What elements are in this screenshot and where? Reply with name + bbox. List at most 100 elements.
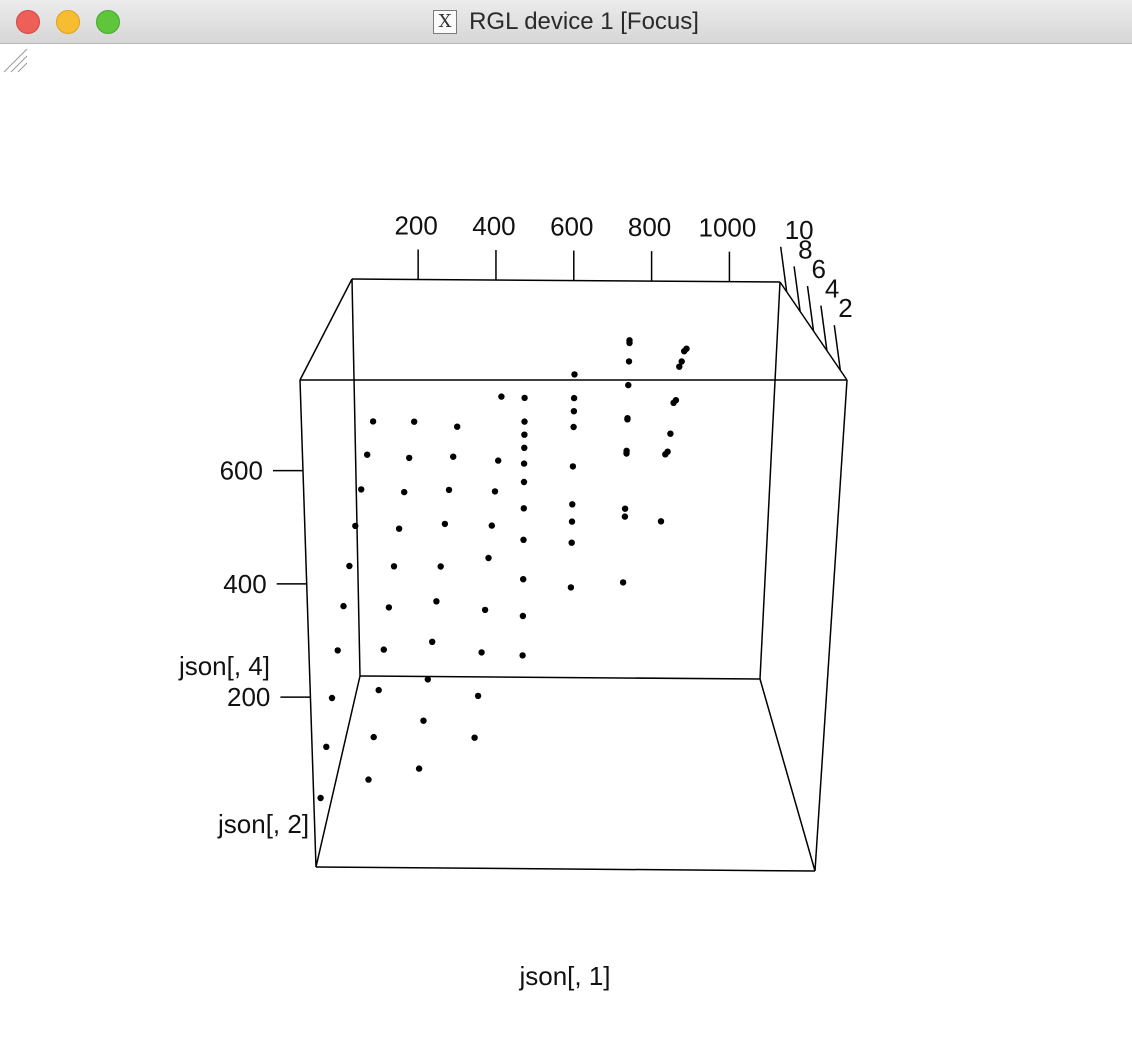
data-point bbox=[519, 612, 527, 620]
x11-app-icon: X bbox=[433, 10, 458, 34]
data-point bbox=[568, 518, 576, 525]
data-point bbox=[454, 423, 461, 430]
data-point bbox=[625, 358, 633, 365]
data-point bbox=[380, 646, 387, 653]
window-title: RGL device 1 [Focus] bbox=[469, 8, 699, 35]
minimize-button[interactable] bbox=[56, 10, 80, 34]
resize-grip-icon[interactable] bbox=[0, 45, 28, 73]
data-point bbox=[364, 451, 371, 458]
y-tick-label: 400 bbox=[223, 569, 266, 599]
z-axis-title: json[, 2] bbox=[217, 809, 309, 839]
data-point bbox=[621, 513, 629, 520]
data-point bbox=[570, 423, 577, 431]
data-point bbox=[519, 652, 526, 659]
data-point bbox=[406, 454, 413, 462]
data-point bbox=[352, 522, 359, 530]
data-point bbox=[375, 686, 382, 694]
data-point bbox=[369, 418, 377, 425]
data-point bbox=[450, 453, 457, 460]
close-button[interactable] bbox=[16, 10, 40, 34]
x-tick-label: 200 bbox=[394, 210, 437, 240]
data-point bbox=[619, 579, 627, 586]
data-point bbox=[370, 733, 377, 741]
data-point bbox=[491, 488, 499, 495]
data-point bbox=[623, 447, 630, 454]
box-edge bbox=[299, 278, 353, 381]
data-point bbox=[664, 448, 671, 455]
data-point bbox=[420, 717, 427, 724]
box-edge bbox=[351, 278, 361, 677]
data-point bbox=[571, 371, 578, 378]
data-point bbox=[441, 520, 449, 528]
data-point bbox=[621, 505, 629, 512]
z-tick-label: 8 bbox=[798, 234, 812, 264]
zoom-button[interactable] bbox=[96, 10, 120, 34]
box-edge bbox=[315, 675, 361, 868]
box-edge bbox=[315, 866, 816, 872]
box-edge bbox=[759, 678, 816, 872]
data-points bbox=[317, 337, 690, 802]
data-point bbox=[474, 692, 482, 700]
z-axis-tick bbox=[820, 305, 828, 351]
data-point bbox=[415, 765, 423, 772]
data-point bbox=[521, 431, 528, 438]
data-point bbox=[521, 418, 528, 425]
data-point bbox=[521, 444, 528, 451]
data-point bbox=[568, 539, 575, 546]
bounding-box bbox=[299, 278, 848, 872]
data-point bbox=[569, 463, 577, 470]
y-axis-title: json[, 4] bbox=[178, 651, 270, 681]
data-point bbox=[433, 598, 440, 605]
data-point bbox=[678, 358, 685, 365]
data-point bbox=[358, 486, 365, 493]
data-point bbox=[672, 397, 680, 404]
data-point bbox=[334, 647, 341, 654]
data-point bbox=[411, 418, 418, 425]
data-point bbox=[567, 584, 575, 591]
data-point bbox=[625, 381, 632, 389]
z-tick-label: 6 bbox=[812, 254, 826, 284]
x-axis-title: json[, 1] bbox=[518, 961, 610, 991]
data-point bbox=[401, 488, 408, 496]
z-axis-tick bbox=[833, 325, 842, 371]
data-point bbox=[346, 562, 353, 570]
data-point bbox=[488, 522, 495, 529]
z-axis-tick bbox=[793, 266, 801, 312]
data-point bbox=[385, 604, 393, 611]
data-point bbox=[471, 734, 478, 741]
data-point bbox=[520, 460, 528, 467]
data-point bbox=[424, 676, 431, 683]
x11-icon-glyph: X bbox=[438, 11, 452, 32]
data-point bbox=[520, 536, 527, 543]
data-point bbox=[521, 394, 528, 402]
data-point bbox=[390, 563, 398, 570]
y-tick-label: 600 bbox=[220, 456, 263, 486]
data-point bbox=[478, 649, 485, 656]
z-tick-label: 10 bbox=[785, 215, 814, 245]
rgl-canvas[interactable]: 200 400 600 800 1000 200 400 600 2 4 6 8 10 json[, 1… bbox=[0, 45, 1132, 1062]
data-point bbox=[657, 518, 665, 525]
data-point bbox=[365, 776, 372, 783]
data-point bbox=[429, 638, 436, 645]
data-point bbox=[569, 501, 576, 508]
x-tick-label: 800 bbox=[628, 212, 671, 242]
z-axis-tick bbox=[806, 285, 815, 332]
title-group: X RGL device 1 [Focus] bbox=[0, 0, 1132, 44]
title-bar[interactable]: X RGL device 1 [Focus] bbox=[0, 0, 1132, 44]
x-tick-label: 1000 bbox=[698, 213, 756, 243]
data-point bbox=[323, 743, 330, 750]
x-tick-label: 600 bbox=[550, 212, 593, 242]
data-point bbox=[481, 606, 489, 614]
data-point bbox=[520, 576, 527, 583]
data-point bbox=[570, 408, 578, 415]
data-point bbox=[626, 337, 633, 344]
data-point bbox=[667, 430, 674, 437]
box-edge bbox=[359, 675, 761, 680]
data-point bbox=[683, 345, 690, 352]
box-edge bbox=[351, 278, 781, 283]
box-edge bbox=[759, 281, 781, 680]
data-point bbox=[676, 363, 683, 370]
